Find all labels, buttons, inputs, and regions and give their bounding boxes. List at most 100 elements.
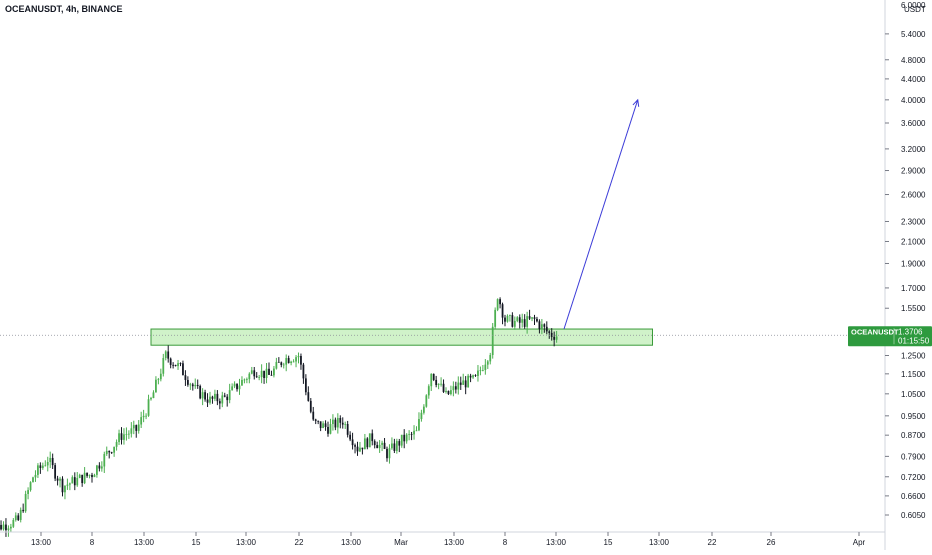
candle-body <box>59 478 61 481</box>
candle-body <box>91 474 93 478</box>
candle-body <box>105 450 108 455</box>
candle-body <box>14 515 17 521</box>
x-tick-label: 13:00 <box>134 538 155 547</box>
candle-body <box>403 434 406 442</box>
candle-body <box>123 434 125 440</box>
badge-symbol: OCEANUSDT <box>851 327 899 336</box>
candle-body <box>290 361 293 363</box>
candle-body <box>34 474 37 478</box>
candle-body <box>427 386 430 396</box>
candle-body <box>329 424 332 434</box>
x-tick-label: 13:00 <box>31 538 52 547</box>
candle-body <box>442 383 445 392</box>
y-tick-label: 3.6000 <box>901 119 926 128</box>
y-tick-label: 4.0000 <box>901 96 926 105</box>
candle-body <box>309 400 312 412</box>
candle-body <box>322 423 324 428</box>
candle-body <box>422 406 425 413</box>
candle-body <box>356 446 359 452</box>
candle-body <box>81 474 84 484</box>
candle-body <box>209 396 211 403</box>
price-scale[interactable] <box>885 0 932 550</box>
candle-body <box>12 520 15 527</box>
candle-body <box>258 377 261 378</box>
candle-body <box>44 465 47 467</box>
y-tick-label: 2.6000 <box>901 191 926 200</box>
candle-body <box>255 376 258 378</box>
candle-body <box>491 326 494 356</box>
candle-body <box>164 351 167 358</box>
candle-body <box>459 382 462 385</box>
candle-body <box>504 317 506 322</box>
candle-body <box>526 316 529 327</box>
candle-body <box>511 315 514 327</box>
candle-body <box>425 395 428 407</box>
candle-body <box>430 373 433 387</box>
candle-body <box>17 515 20 520</box>
candle-body <box>110 452 113 454</box>
target-arrow-line[interactable] <box>563 99 639 330</box>
candle-body <box>68 483 71 485</box>
y-tick-label: 0.7200 <box>901 473 926 482</box>
candle-body <box>454 386 457 390</box>
candle-body <box>327 426 329 434</box>
candle-body <box>167 351 170 359</box>
candle-body <box>506 315 509 322</box>
candle-body <box>41 465 44 469</box>
candle-body <box>533 317 536 319</box>
y-tick-label: 0.9500 <box>901 412 926 421</box>
candle-body <box>486 361 489 365</box>
target-arrow-layer <box>0 98 885 336</box>
candle-body <box>150 398 152 400</box>
candle-body <box>513 320 516 327</box>
candle-body <box>368 433 371 448</box>
y-tick-label: 1.2500 <box>901 352 926 361</box>
x-tick-label: 8 <box>503 538 508 547</box>
candle-body <box>115 442 118 447</box>
candle-body <box>152 392 155 399</box>
candle-body <box>346 424 349 435</box>
candle-body <box>341 422 344 425</box>
candle-body <box>177 363 179 367</box>
candle-body <box>184 375 187 380</box>
candle-body <box>22 509 25 512</box>
candle-body <box>536 318 538 322</box>
candle-body <box>194 384 197 387</box>
candle-body <box>228 390 231 401</box>
candle-body <box>5 524 7 531</box>
candle-body <box>29 482 32 491</box>
candle-body <box>162 357 165 374</box>
candle-body <box>445 390 447 392</box>
candle-body <box>477 370 479 376</box>
candle-body <box>71 477 74 484</box>
candle-body <box>317 420 320 422</box>
candle-body <box>263 370 265 378</box>
candle-body <box>334 419 337 428</box>
candle-body <box>351 439 354 446</box>
candle-body <box>545 326 548 332</box>
candle-body <box>216 393 219 402</box>
candle-body <box>174 364 177 367</box>
candle-body <box>553 336 556 340</box>
candle-body <box>96 465 98 475</box>
candle-body <box>277 361 280 363</box>
candle-body <box>518 317 521 323</box>
candle-body <box>373 441 376 446</box>
candle-body <box>179 363 182 364</box>
candle-body <box>543 324 546 327</box>
candle-body <box>349 434 352 440</box>
candle-body <box>221 395 224 404</box>
candle-body <box>265 368 268 378</box>
candle-body <box>314 419 317 421</box>
badge-countdown: 01:15:50 <box>898 336 930 345</box>
candle-body <box>118 433 120 443</box>
candle-body <box>27 490 29 494</box>
support-resistance-zone[interactable] <box>150 328 653 346</box>
y-tick-label-top: 6.0000 <box>901 1 926 10</box>
candle-body <box>103 454 106 467</box>
candle-body <box>395 441 398 451</box>
candle-body <box>531 317 533 319</box>
